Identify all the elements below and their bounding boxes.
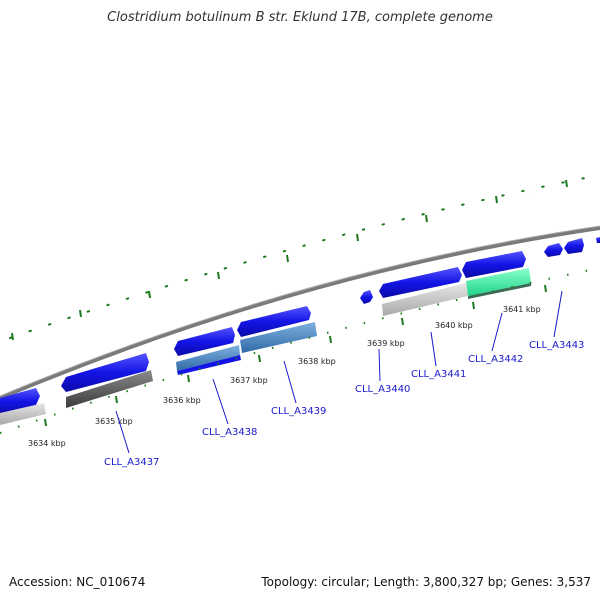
- gene-label-leaders: [115, 290, 563, 454]
- gene-labels[interactable]: CLL_A3437 CLL_A3438 CLL_A3439 CLL_A3440 …: [104, 340, 584, 468]
- gene-arrow[interactable]: [61, 353, 149, 392]
- feature-bar-gray[interactable]: [382, 283, 468, 316]
- gene-arrow[interactable]: [0, 388, 40, 415]
- feature-bar-steel[interactable]: [240, 322, 317, 353]
- gene-label-CLL_A3438[interactable]: CLL_A3438: [202, 427, 257, 438]
- outer-major-ticks: [11, 179, 568, 341]
- feature-bar-steel[interactable]: [176, 345, 240, 371]
- genome-backbone: [0, 226, 600, 400]
- feature-track[interactable]: [0, 268, 531, 425]
- map-title: Clostridium botulinum B str. Eklund 17B,…: [107, 10, 493, 25]
- gene-label-CLL_A3437[interactable]: CLL_A3437: [104, 457, 159, 468]
- gene-label-CLL_A3443[interactable]: CLL_A3443: [529, 340, 584, 351]
- gene-arrow[interactable]: [237, 306, 311, 337]
- feature-bar-blue[interactable]: [177, 355, 241, 375]
- genome-summary-text: Topology: circular; Length: 3,800,327 bp…: [261, 575, 591, 589]
- feature-bar-dark-edge: [468, 283, 531, 299]
- gene-arrow[interactable]: [462, 251, 526, 278]
- scale-label: 3638 kbp: [298, 357, 336, 366]
- scale-label: 3634 kbp: [28, 439, 66, 448]
- scale-label: 3636 kbp: [163, 396, 201, 405]
- gene-arrow[interactable]: [544, 243, 563, 257]
- scale-label: 3637 kbp: [230, 376, 268, 385]
- gene-label-CLL_A3441[interactable]: CLL_A3441: [411, 369, 466, 380]
- gene-arrow[interactable]: [564, 238, 584, 254]
- gene-label-CLL_A3440[interactable]: CLL_A3440: [355, 384, 410, 395]
- gene-arrow[interactable]: [379, 267, 462, 298]
- feature-bar-teal[interactable]: [466, 268, 531, 296]
- gene-arrow[interactable]: [596, 237, 600, 243]
- scale-label: 3640 kbp: [435, 321, 473, 330]
- forward-genes[interactable]: [0, 237, 600, 415]
- inner-major-ticks: [44, 284, 547, 427]
- accession-text: Accession: NC_010674: [9, 575, 146, 589]
- scale-label: 3639 kbp: [367, 339, 405, 348]
- feature-bar-gray[interactable]: [0, 403, 46, 425]
- gene-arrow[interactable]: [174, 327, 235, 356]
- scale-label: 3635 kbp: [95, 417, 133, 426]
- feature-bar-dark[interactable]: [66, 370, 153, 408]
- gene-label-CLL_A3439[interactable]: CLL_A3439: [271, 406, 326, 417]
- gene-label-CLL_A3442[interactable]: CLL_A3442: [468, 354, 523, 365]
- gene-arrow[interactable]: [360, 290, 373, 304]
- scale-label: 3641 kbp: [503, 305, 541, 314]
- scale-labels: 3634 kbp 3635 kbp 3636 kbp 3637 kbp 3638…: [28, 305, 541, 448]
